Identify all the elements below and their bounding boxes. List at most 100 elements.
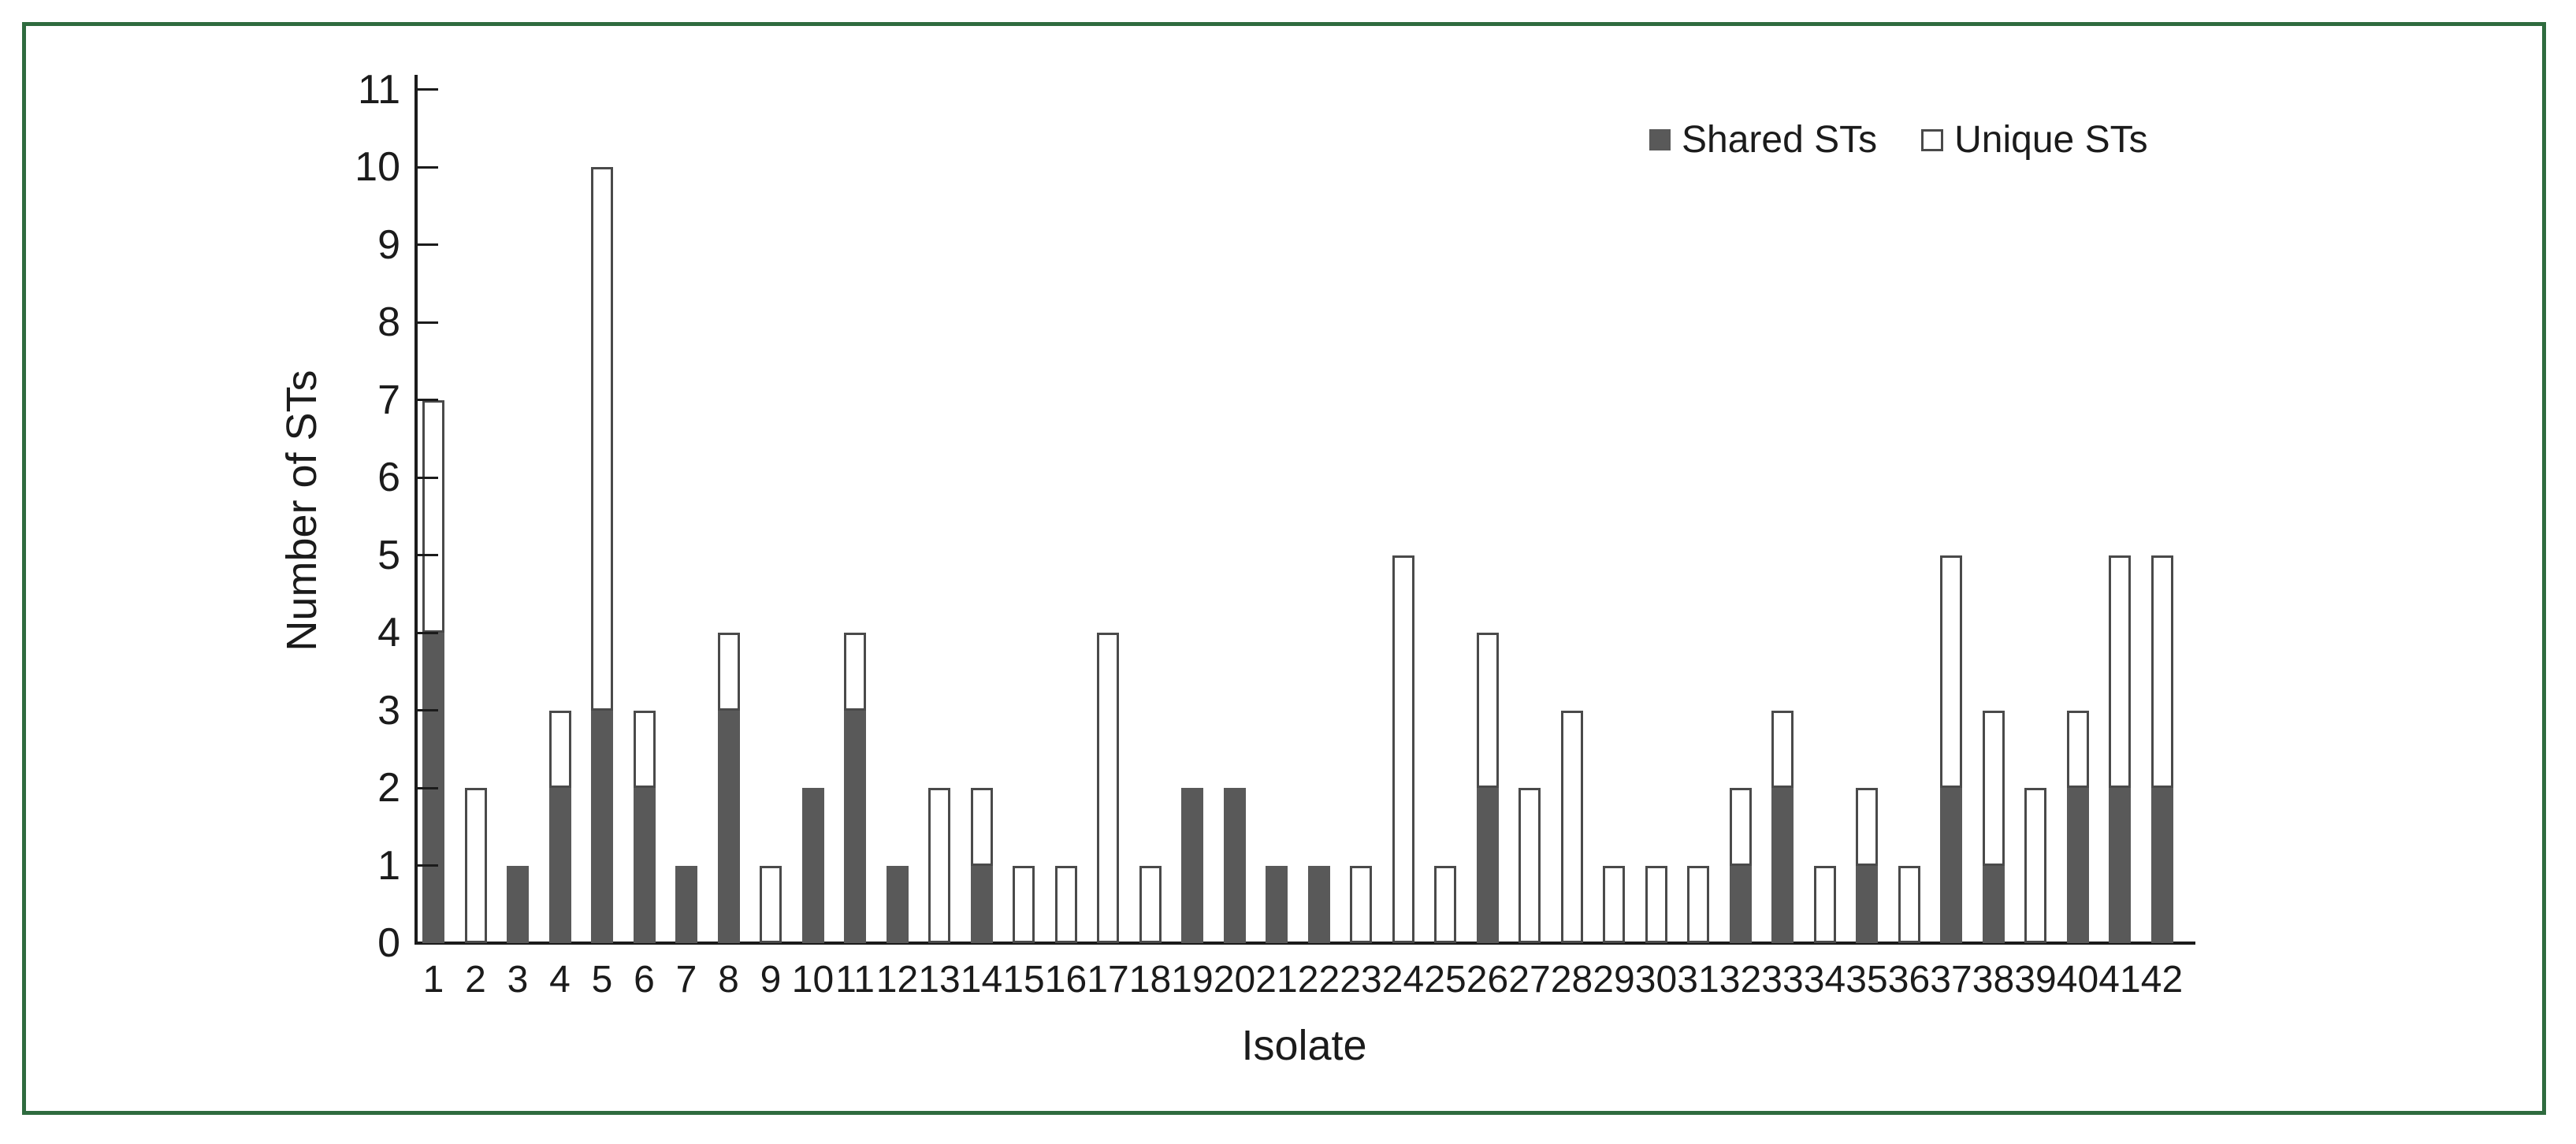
y-tick-label-7: 7 [377, 377, 400, 423]
y-tick-7 [418, 399, 438, 401]
bar-unique-isolate-8 [717, 633, 740, 711]
bar-unique-isolate-29 [1603, 865, 1625, 943]
bar-shared-isolate-5 [591, 710, 613, 943]
x-tick-label-26: 26 [1466, 959, 1509, 1001]
y-tick-8 [418, 321, 438, 324]
y-tick-label-4: 4 [377, 610, 400, 656]
x-tick-label-19: 19 [1171, 959, 1214, 1001]
x-tick-label-23: 23 [1340, 959, 1382, 1001]
x-tick-label-20: 20 [1213, 959, 1256, 1001]
bar-shared-isolate-8 [717, 710, 740, 943]
legend-item-shared-sts: Shared STs [1649, 118, 1877, 162]
bar-unique-isolate-16 [1054, 865, 1077, 943]
bar-unique-isolate-15 [1013, 865, 1035, 943]
x-tick-label-4: 4 [549, 959, 571, 1001]
y-tick-label-6: 6 [377, 455, 400, 500]
x-tick-label-34: 34 [1803, 959, 1846, 1001]
bar-unique-isolate-1 [422, 399, 444, 633]
x-tick-label-38: 38 [1972, 959, 2015, 1001]
bar-unique-isolate-4 [548, 710, 571, 788]
y-tick-11 [418, 88, 438, 91]
bar-unique-isolate-38 [1982, 710, 2005, 866]
bar-unique-isolate-2 [464, 788, 487, 943]
legend-label-shared-sts: Shared STs [1682, 119, 1878, 161]
bar-shared-isolate-3 [507, 865, 529, 943]
legend-label-unique-sts: Unique STs [1954, 119, 2148, 161]
y-tick-9 [418, 243, 438, 246]
bar-unique-isolate-37 [1940, 555, 1962, 788]
x-tick-label-35: 35 [1846, 959, 1888, 1001]
x-tick-label-11: 11 [835, 959, 875, 1001]
bar-shared-isolate-26 [1476, 788, 1499, 943]
y-axis-title: Number of STs [278, 370, 325, 652]
y-tick-label-9: 9 [377, 221, 400, 268]
bar-shared-isolate-21 [1266, 865, 1288, 943]
x-tick-label-5: 5 [591, 959, 613, 1001]
bar-shared-isolate-35 [1856, 865, 1878, 943]
x-tick-label-16: 16 [1044, 959, 1087, 1001]
x-tick-label-14: 14 [960, 959, 1003, 1001]
bar-unique-isolate-17 [1097, 633, 1119, 943]
bar-shared-isolate-10 [801, 788, 824, 943]
bar-unique-isolate-28 [1560, 710, 1583, 943]
bar-unique-isolate-14 [970, 788, 993, 866]
bar-unique-isolate-13 [928, 788, 950, 943]
x-tick-label-31: 31 [1677, 959, 1719, 1001]
bar-shared-isolate-11 [844, 710, 866, 943]
y-tick-1 [418, 864, 438, 867]
x-tick-label-27: 27 [1508, 959, 1551, 1001]
x-tick-label-39: 39 [2014, 959, 2057, 1001]
x-tick-label-8: 8 [718, 959, 739, 1001]
bar-unique-isolate-18 [1139, 865, 1162, 943]
y-tick-label-10: 10 [355, 144, 400, 190]
bar-shared-isolate-41 [2109, 788, 2131, 943]
y-tick-label-1: 1 [377, 842, 400, 889]
y-tick-6 [418, 476, 438, 479]
bar-unique-isolate-25 [1434, 865, 1456, 943]
x-tick-label-18: 18 [1128, 959, 1172, 1001]
x-tick-label-17: 17 [1087, 959, 1129, 1001]
bar-shared-isolate-4 [548, 788, 571, 943]
x-tick-label-32: 32 [1719, 959, 1762, 1001]
x-tick-label-10: 10 [791, 959, 835, 1001]
x-tick-label-28: 28 [1550, 959, 1593, 1001]
x-tick-label-40: 40 [2056, 959, 2099, 1001]
bar-shared-isolate-32 [1729, 865, 1752, 943]
bar-shared-isolate-33 [1771, 788, 1794, 943]
x-tick-label-37: 37 [1930, 959, 1972, 1001]
x-tick-label-9: 9 [760, 959, 782, 1001]
x-tick-label-33: 33 [1761, 959, 1804, 1001]
bar-unique-isolate-30 [1645, 865, 1667, 943]
y-tick-4 [418, 631, 438, 634]
bar-shared-isolate-37 [1940, 788, 1962, 943]
y-tick-label-0: 0 [377, 920, 400, 966]
x-axis-line [414, 942, 2195, 945]
y-tick-label-11: 11 [358, 66, 400, 113]
bar-unique-isolate-26 [1476, 633, 1499, 788]
bar-shared-isolate-6 [633, 788, 656, 943]
bar-shared-isolate-14 [970, 865, 993, 943]
x-tick-label-41: 41 [2098, 959, 2141, 1001]
x-axis-title: Isolate [1241, 1022, 1367, 1069]
bar-unique-isolate-32 [1729, 788, 1752, 866]
x-tick-label-24: 24 [1381, 959, 1425, 1001]
x-tick-label-6: 6 [634, 959, 655, 1001]
x-tick-label-25: 25 [1424, 959, 1466, 1001]
x-tick-label-36: 36 [1887, 959, 1931, 1001]
y-tick-label-8: 8 [377, 299, 400, 345]
bar-unique-isolate-27 [1518, 788, 1541, 943]
bar-unique-isolate-35 [1856, 788, 1878, 866]
bar-unique-isolate-41 [2109, 555, 2131, 788]
bar-unique-isolate-36 [1898, 865, 1920, 943]
y-tick-label-3: 3 [377, 687, 400, 734]
bar-unique-isolate-9 [760, 865, 782, 943]
x-tick-label-22: 22 [1297, 959, 1340, 1001]
x-tick-label-29: 29 [1593, 959, 1635, 1001]
x-tick-label-12: 12 [875, 959, 919, 1001]
y-tick-label-2: 2 [377, 765, 400, 811]
bar-unique-isolate-5 [591, 167, 613, 711]
bar-unique-isolate-33 [1771, 710, 1794, 788]
legend-swatch-shared-sts [1649, 129, 1671, 150]
bar-unique-isolate-23 [1350, 865, 1372, 943]
